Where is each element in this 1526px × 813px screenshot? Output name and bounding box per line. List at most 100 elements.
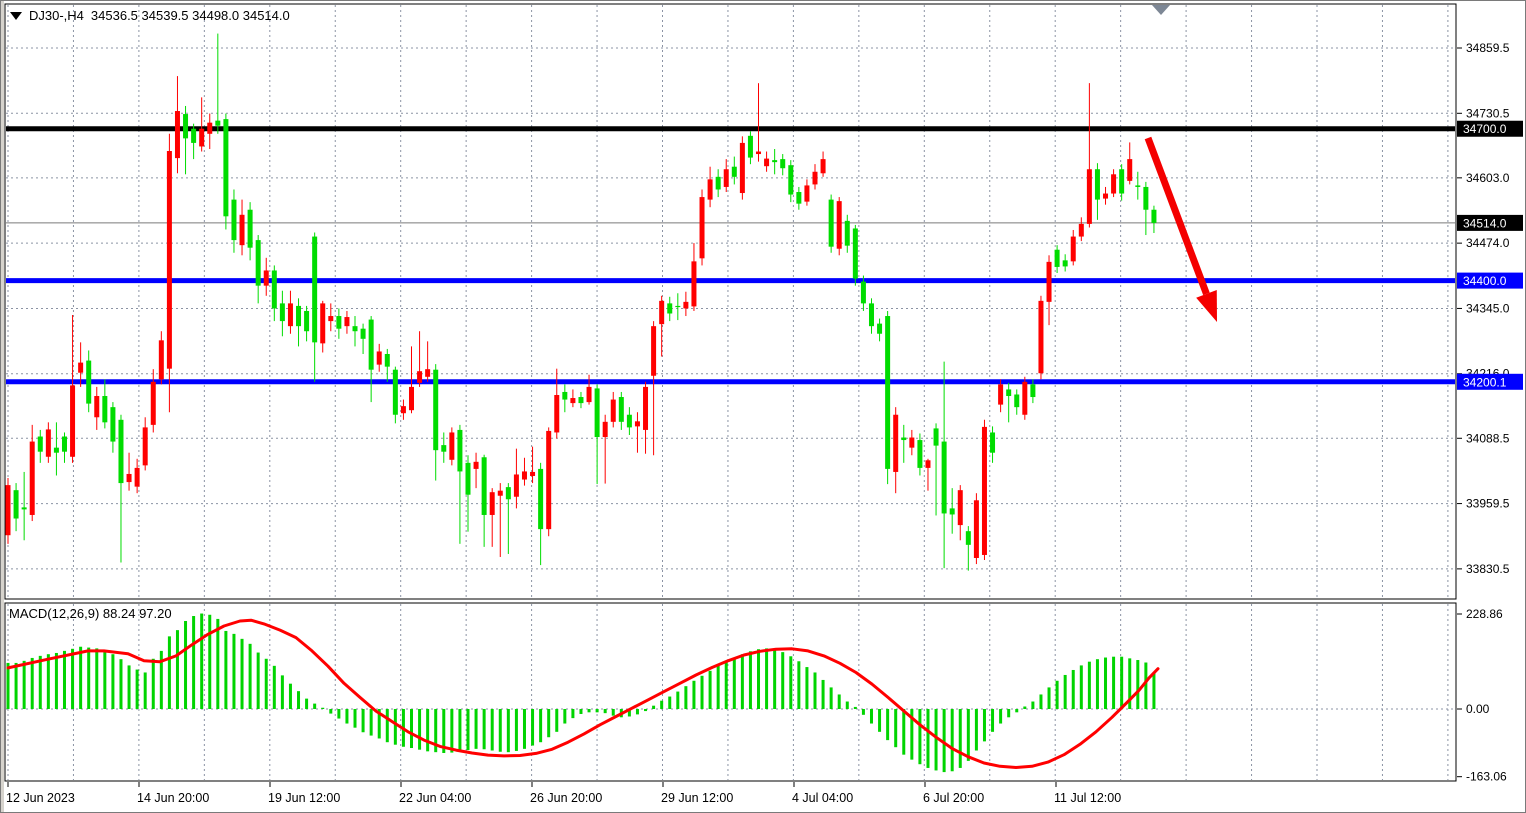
candle-body bbox=[376, 351, 382, 365]
candle-bear bbox=[247, 202, 253, 261]
macd-histogram-bar bbox=[1144, 662, 1148, 709]
candle-body bbox=[150, 381, 156, 425]
candle-body bbox=[691, 261, 697, 307]
macd-histogram-bar bbox=[571, 709, 575, 719]
time-tick-label[interactable]: 26 Jun 20:00 bbox=[530, 791, 602, 805]
time-tick-label[interactable]: 4 Jul 04:00 bbox=[792, 791, 853, 805]
candle-body bbox=[223, 119, 229, 217]
candle-body bbox=[804, 185, 810, 202]
macd-histogram-bar bbox=[595, 709, 599, 713]
candle-bear bbox=[279, 290, 285, 337]
candle-body bbox=[481, 457, 487, 515]
macd-histogram-bar bbox=[119, 659, 123, 709]
candle-body bbox=[1062, 260, 1068, 267]
macd-histogram-bar bbox=[272, 665, 276, 709]
candle-bear bbox=[336, 308, 342, 339]
price-badge-label: 34400.0 bbox=[1463, 274, 1507, 288]
candle-body bbox=[828, 199, 834, 247]
candle-bull bbox=[998, 379, 1004, 413]
macd-histogram-bar bbox=[151, 658, 155, 709]
macd-signal-line bbox=[6, 618, 1160, 769]
macd-histogram-bar bbox=[167, 636, 171, 709]
candle-bear bbox=[877, 318, 883, 342]
macd-histogram-bar bbox=[1079, 665, 1083, 709]
candle-body bbox=[1094, 169, 1100, 200]
macd-histogram-bar bbox=[71, 648, 75, 709]
price-badge-label: 34700.0 bbox=[1463, 122, 1507, 136]
candle-bull bbox=[449, 427, 455, 466]
candle-body bbox=[287, 303, 293, 327]
macd-tick-label: 0.00 bbox=[1466, 702, 1490, 716]
candle-body bbox=[296, 305, 302, 327]
candle-bull bbox=[981, 419, 987, 561]
macd-histogram-bar bbox=[498, 709, 502, 752]
time-tick-label[interactable]: 22 Jun 04:00 bbox=[399, 791, 471, 805]
macd-histogram-bar bbox=[740, 654, 744, 709]
macd-histogram-bar bbox=[821, 679, 825, 709]
candle-bear bbox=[868, 298, 874, 334]
macd-histogram-bar bbox=[224, 630, 228, 709]
macd-histogram-bar bbox=[369, 709, 373, 736]
macd-histogram-bar bbox=[950, 709, 954, 772]
candle-bear bbox=[941, 361, 947, 569]
candle-bull bbox=[513, 448, 519, 509]
candle-bull bbox=[1022, 376, 1028, 420]
macd-histogram-bar bbox=[1112, 656, 1116, 709]
candle-body bbox=[425, 369, 431, 377]
macd-histogram-bar bbox=[256, 652, 260, 709]
price-badge-box bbox=[1457, 272, 1523, 289]
macd-histogram-bar bbox=[861, 709, 865, 715]
price-tick-label: 34730.5 bbox=[1466, 106, 1510, 120]
candle-body bbox=[505, 487, 511, 500]
candle-bull bbox=[546, 427, 552, 537]
symbol-list-triangle-icon[interactable] bbox=[10, 11, 22, 20]
candle-bear bbox=[1135, 171, 1141, 200]
macd-histogram-bar bbox=[95, 648, 99, 709]
trend-arrow-annotation[interactable] bbox=[1144, 136, 1217, 322]
candle-body bbox=[384, 353, 390, 367]
macd-histogram-bar bbox=[79, 646, 83, 709]
time-tick-label[interactable]: 19 Jun 12:00 bbox=[268, 791, 340, 805]
time-tick-label[interactable]: 12 Jun 2023 bbox=[6, 791, 75, 805]
candle-bear bbox=[183, 105, 189, 175]
main-chart-panel[interactable] bbox=[4, 3, 1457, 600]
candle-body bbox=[352, 326, 358, 332]
candle-bear bbox=[1030, 379, 1036, 404]
macd-histogram-bar bbox=[345, 709, 349, 724]
candle-body bbox=[739, 142, 745, 194]
candle-body bbox=[344, 317, 350, 327]
macd-histogram-bar bbox=[410, 709, 413, 749]
price-tick-label: 34088.5 bbox=[1466, 431, 1510, 445]
macd-histogram-bar bbox=[280, 675, 284, 709]
macd-histogram-bar bbox=[522, 709, 526, 749]
candle-bull bbox=[1046, 255, 1052, 326]
macd-histogram-bar bbox=[765, 648, 769, 709]
macd-histogram-bar bbox=[869, 709, 873, 724]
chart-shift-marker-icon[interactable] bbox=[1152, 5, 1170, 15]
candle-bear bbox=[1143, 181, 1149, 236]
macd-histogram-bar bbox=[490, 709, 494, 751]
macd-histogram-bar bbox=[216, 618, 220, 709]
time-tick-label[interactable]: 6 Jul 20:00 bbox=[923, 791, 984, 805]
macd-histogram bbox=[6, 613, 1156, 773]
candle-body bbox=[885, 316, 891, 469]
time-tick-label[interactable]: 14 Jun 20:00 bbox=[137, 791, 209, 805]
candle-body bbox=[643, 386, 649, 430]
candle-body bbox=[70, 385, 76, 457]
candle-body bbox=[747, 135, 753, 158]
time-tick-label[interactable]: 11 Jul 12:00 bbox=[1054, 791, 1121, 805]
candle-bull bbox=[134, 458, 140, 494]
macd-histogram-bar bbox=[175, 630, 179, 709]
candle-bear bbox=[626, 407, 632, 435]
price-badge-label: 34200.1 bbox=[1463, 375, 1507, 389]
candle-body bbox=[37, 436, 43, 452]
candle-body bbox=[1046, 261, 1052, 302]
candle-bear bbox=[61, 432, 67, 463]
candle-bull bbox=[1078, 217, 1084, 242]
time-tick-label[interactable]: 29 Jun 12:00 bbox=[661, 791, 733, 805]
candle-bear bbox=[578, 391, 584, 409]
macd-panel[interactable] bbox=[4, 602, 1457, 782]
candle-body bbox=[328, 316, 334, 322]
